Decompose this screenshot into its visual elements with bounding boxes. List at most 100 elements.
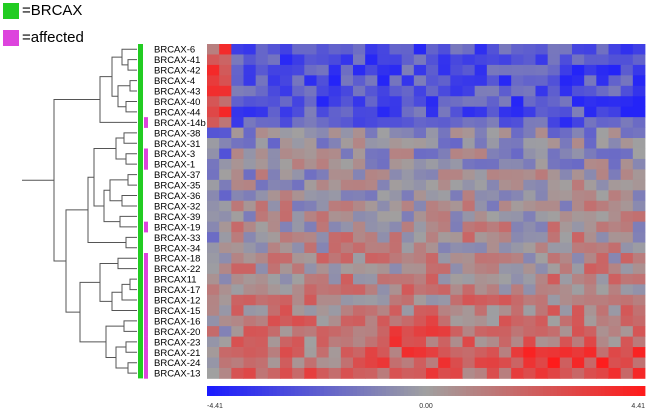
dendrogram-branch (127, 174, 137, 186)
heatmap-cell (499, 221, 512, 233)
row-label: BRCAX-12 (154, 296, 200, 307)
heatmap-cell (499, 357, 512, 369)
heatmap-cell (267, 44, 281, 55)
heatmap-cell (608, 211, 622, 223)
heatmap-cell (389, 284, 403, 296)
color-scale-segment (458, 386, 463, 396)
heatmap-cell (426, 242, 439, 254)
heatmap-cell (474, 158, 488, 170)
heatmap-cell (462, 138, 476, 149)
row-label: BRCAX-14b (154, 118, 206, 129)
heatmap-cell (255, 347, 269, 358)
color-scale-segment (502, 386, 507, 396)
heatmap-cell (486, 305, 500, 317)
heatmap-cell (486, 75, 500, 87)
heatmap-cell (328, 284, 342, 296)
heatmap-cell (596, 242, 609, 254)
heatmap-cell (486, 242, 500, 254)
heatmap-cell (535, 138, 549, 149)
heatmap-cell (572, 273, 585, 285)
color-scale-segment (528, 386, 533, 396)
heatmap-cell (292, 190, 305, 202)
color-scale-segment (579, 386, 584, 396)
heatmap-cell (413, 158, 427, 170)
heatmap-cell (231, 357, 244, 369)
affected-annotation-mark (144, 117, 148, 128)
heatmap-cell (438, 305, 451, 317)
heatmap-cell (462, 148, 476, 160)
row-label: BRCAX-4 (154, 76, 195, 87)
heatmap-cell (499, 326, 512, 337)
heatmap-cell (413, 96, 427, 108)
heatmap-cell (474, 221, 488, 233)
heatmap-cell (462, 305, 476, 317)
heatmap-cell (219, 253, 232, 264)
heatmap-cell (426, 294, 439, 306)
heatmap-cell (486, 54, 500, 66)
heatmap-cell (255, 138, 269, 149)
dendrogram-branch (129, 278, 137, 291)
heatmap-cell (292, 336, 305, 348)
heatmap-cell (511, 336, 524, 348)
heatmap-cell (620, 200, 634, 212)
color-scale-segment (316, 386, 321, 396)
heatmap-cell (596, 44, 609, 55)
heatmap-cell (547, 347, 561, 358)
affected-annotation-mark (144, 253, 148, 264)
heatmap-cell (572, 190, 585, 202)
color-scale-segment (327, 386, 332, 396)
heatmap-cell (219, 85, 232, 97)
heatmap-cell (572, 232, 585, 243)
heatmap-cell (340, 367, 354, 379)
heatmap-cell (243, 347, 257, 358)
heatmap-cell (559, 200, 573, 212)
heatmap-cell (389, 263, 403, 275)
heatmap-cell (632, 273, 646, 285)
color-scale-segment (276, 386, 281, 396)
heatmap-cell (267, 232, 281, 243)
dendrogram-branch (99, 262, 118, 302)
heatmap-cell (535, 75, 549, 87)
heatmap-cell (620, 273, 634, 285)
dendrogram-branch (129, 80, 137, 92)
heatmap-cell (316, 221, 330, 233)
row-label: BRCAX-39 (154, 212, 200, 223)
heatmap-cell (328, 190, 342, 202)
heatmap-cell (486, 357, 500, 369)
heatmap-cell (292, 138, 305, 149)
heatmap-cell (438, 221, 451, 233)
color-scale-segment (320, 386, 325, 396)
heatmap-cell (474, 211, 488, 223)
heatmap-cell (243, 242, 257, 254)
heatmap-cell (292, 211, 305, 223)
heatmap-cell (486, 158, 500, 170)
color-scale-segment (582, 386, 587, 396)
row-label: BRCAX-38 (154, 128, 200, 139)
heatmap-cell (255, 54, 269, 66)
color-scale-segment (290, 386, 295, 396)
heatmap-cell (547, 242, 561, 254)
heatmap-cell (547, 64, 561, 76)
heatmap-cell (523, 44, 536, 55)
affected-annotation-mark (144, 305, 148, 316)
heatmap-cell (632, 232, 646, 243)
heatmap-cell (584, 148, 597, 160)
heatmap-cell (474, 127, 488, 139)
color-scale-segment (520, 386, 525, 396)
heatmap-cell (243, 315, 257, 327)
heatmap-cell (572, 96, 585, 108)
heatmap-cell (584, 221, 597, 233)
color-scale-segment (272, 386, 277, 396)
heatmap-cell (207, 326, 220, 337)
heatmap-cell (292, 127, 305, 139)
heatmap-cell (328, 96, 342, 108)
heatmap-cell (304, 284, 317, 296)
heatmap-cell (243, 138, 257, 149)
color-scale-segment (564, 386, 569, 396)
heatmap-cell (267, 54, 281, 66)
heatmap-cell (572, 315, 585, 327)
heatmap-cell (547, 263, 561, 275)
heatmap-cell (632, 85, 646, 97)
heatmap-cell (207, 315, 220, 327)
heatmap-cell (316, 326, 330, 337)
